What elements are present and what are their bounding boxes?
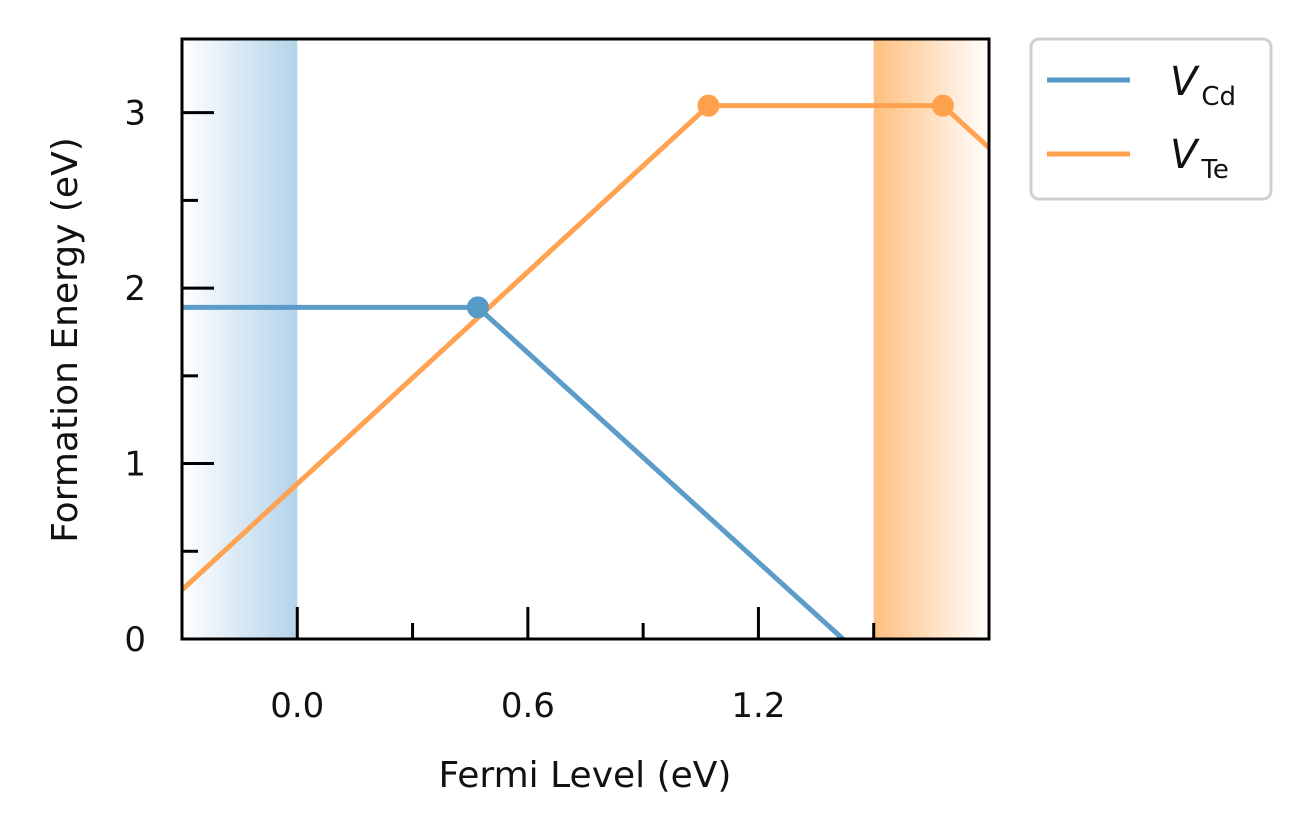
legend-label-vcd-sub: Cd bbox=[1201, 82, 1236, 112]
valence-band-region bbox=[182, 39, 298, 639]
transition-point-vte-0 bbox=[697, 94, 720, 117]
y-axis-label: Formation Energy (eV) bbox=[45, 137, 86, 543]
legend-label-vcd: V Cd bbox=[1170, 59, 1236, 112]
y-tick-label: 0 bbox=[124, 620, 146, 660]
x-tick-label: 0.6 bbox=[501, 686, 555, 726]
transition-point-vcd-0 bbox=[466, 296, 489, 319]
legend-label-vte: V Te bbox=[1170, 132, 1229, 185]
y-tick-label: 2 bbox=[124, 269, 146, 309]
y-tick-label: 1 bbox=[124, 445, 146, 485]
x-axis-label: Fermi Level (eV) bbox=[439, 755, 732, 796]
conduction-band-region bbox=[873, 39, 989, 639]
legend: V Cd V Te bbox=[1029, 37, 1273, 201]
legend-label-vcd-main: V bbox=[1170, 59, 1200, 105]
series-line-vte bbox=[182, 103, 989, 592]
legend-box bbox=[1029, 37, 1273, 201]
x-tick-label: 0.0 bbox=[270, 686, 324, 726]
plot-frame bbox=[180, 37, 991, 641]
legend-label-vte-main: V bbox=[1170, 132, 1200, 178]
y-tick-label: 3 bbox=[124, 94, 146, 134]
legend-label-vte-sub: Te bbox=[1200, 155, 1228, 185]
transition-point-vte-1 bbox=[931, 94, 954, 117]
x-tick-label: 1.2 bbox=[731, 686, 785, 726]
